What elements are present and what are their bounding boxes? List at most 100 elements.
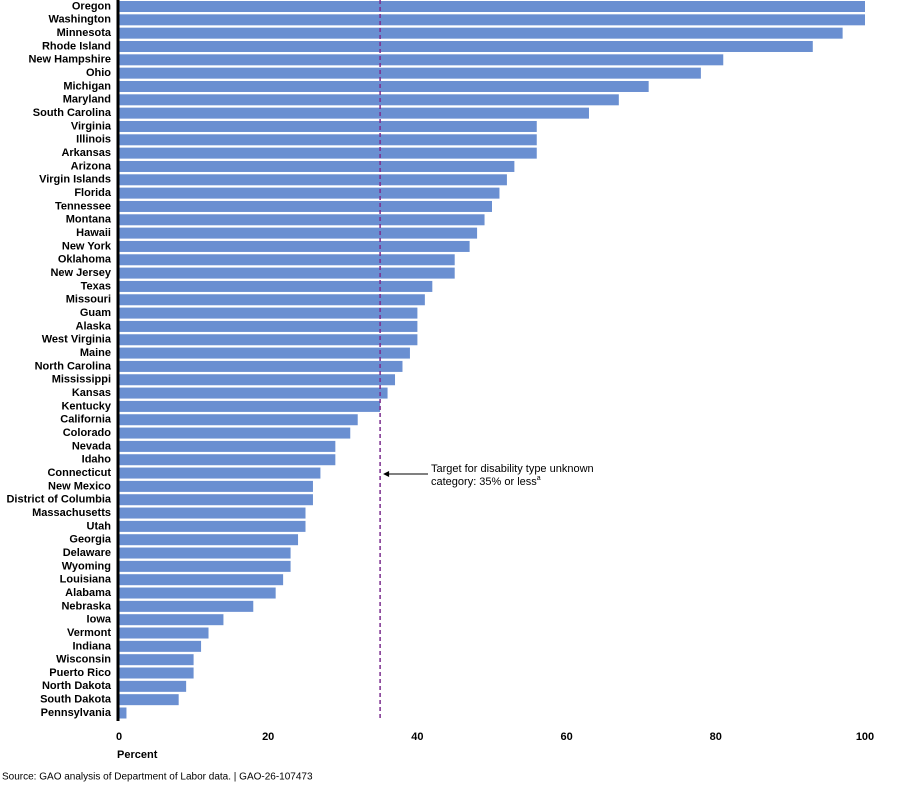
y-tick-label: Guam	[80, 307, 111, 319]
bar	[119, 627, 209, 639]
bar	[119, 427, 351, 439]
bar	[119, 280, 433, 292]
y-tick-label: Delaware	[63, 547, 111, 559]
y-tick-label: Mississippi	[52, 374, 111, 386]
x-axis-label: Percent	[117, 749, 158, 761]
bar	[119, 534, 299, 546]
y-tick-label: Montana	[66, 214, 112, 226]
y-tick-label: Connecticut	[47, 467, 111, 479]
y-tick-label: New Jersey	[50, 267, 111, 279]
bar	[119, 187, 500, 199]
bar	[119, 294, 425, 306]
y-tick-label: Florida	[74, 187, 112, 199]
bar	[119, 134, 537, 146]
bar	[119, 267, 455, 279]
y-tick-label: California	[60, 414, 112, 426]
y-tick-label: New York	[62, 240, 112, 252]
bar	[119, 707, 127, 719]
y-tick-label: Ohio	[86, 67, 111, 79]
bar	[119, 454, 336, 466]
y-tick-label: Maryland	[63, 94, 111, 106]
bar	[119, 587, 276, 599]
bar	[119, 640, 202, 652]
bar	[119, 600, 254, 612]
bar	[119, 40, 813, 52]
bar	[119, 94, 619, 106]
y-tick-label: Puerto Rico	[49, 667, 111, 679]
y-tick-label: North Dakota	[42, 680, 112, 692]
bar	[119, 67, 701, 79]
y-tick-label: Louisiana	[60, 574, 112, 586]
source-note: Source: GAO analysis of Department of La…	[2, 772, 313, 783]
annotation-superscript: a	[537, 475, 541, 482]
bar	[119, 667, 194, 679]
y-tick-label: Pennsylvania	[41, 707, 112, 719]
y-tick-label: Michigan	[63, 80, 111, 92]
bar	[119, 347, 410, 359]
y-tick-label: Nevada	[72, 440, 112, 452]
bar	[119, 547, 291, 559]
bar	[119, 680, 187, 692]
bar	[119, 200, 492, 212]
y-tick-label: Kansas	[72, 387, 111, 399]
y-tick-label: Minnesota	[57, 27, 112, 39]
y-tick-label: Arkansas	[61, 147, 111, 159]
y-tick-label: Idaho	[82, 454, 112, 466]
y-tick-label: Alaska	[76, 320, 112, 332]
y-tick-label: Hawaii	[76, 227, 111, 239]
y-tick-label: Virgin Islands	[39, 174, 111, 186]
x-tick-label: 60	[560, 731, 572, 743]
y-tick-label: South Dakota	[40, 694, 112, 706]
x-tick-label: 80	[710, 731, 722, 743]
bar	[119, 27, 843, 39]
y-tick-label: Iowa	[87, 614, 112, 626]
arrow-head	[383, 471, 390, 477]
bar	[119, 400, 381, 412]
y-tick-label: Massachusetts	[32, 507, 111, 519]
bar	[119, 374, 396, 386]
bar	[119, 214, 485, 226]
x-tick-label: 100	[856, 731, 874, 743]
bar	[119, 654, 194, 666]
bar	[119, 80, 649, 92]
bar	[119, 307, 418, 319]
bar	[119, 54, 724, 66]
bar	[119, 507, 306, 519]
bar	[119, 360, 403, 372]
y-tick-label: West Virginia	[42, 334, 112, 346]
bar	[119, 520, 306, 532]
y-tick-label: Tennessee	[55, 200, 111, 212]
y-tick-label: Arizona	[71, 160, 112, 172]
bar	[119, 174, 507, 186]
bar	[119, 387, 388, 399]
y-tick-label: Oklahoma	[58, 254, 112, 266]
bar	[119, 494, 313, 506]
y-tick-label: Georgia	[69, 534, 111, 546]
y-tick-label: Texas	[81, 280, 111, 292]
y-tick-label: Kentucky	[61, 400, 111, 412]
y-tick-label: Virginia	[71, 120, 112, 132]
bar	[119, 227, 478, 239]
bar	[119, 414, 358, 426]
bar	[119, 480, 313, 492]
y-tick-label: Maine	[80, 347, 111, 359]
y-tick-label: Vermont	[67, 627, 111, 639]
x-tick-label: 20	[262, 731, 274, 743]
y-tick-label: Utah	[87, 520, 112, 532]
bar	[119, 467, 321, 479]
bar	[119, 560, 291, 572]
y-tick-label: South Carolina	[33, 107, 112, 119]
y-tick-label: Washington	[48, 14, 111, 26]
y-tick-label: Missouri	[66, 294, 111, 306]
y-tick-label: Oregon	[72, 0, 111, 12]
bar	[119, 334, 418, 346]
y-tick-label: Illinois	[76, 134, 111, 146]
y-tick-label: Nebraska	[61, 600, 111, 612]
y-tick-label: North Carolina	[35, 360, 112, 372]
bar	[119, 320, 418, 332]
bar	[119, 107, 589, 119]
bar	[119, 574, 284, 586]
bar	[119, 254, 455, 266]
y-tick-label: Colorado	[63, 427, 112, 439]
